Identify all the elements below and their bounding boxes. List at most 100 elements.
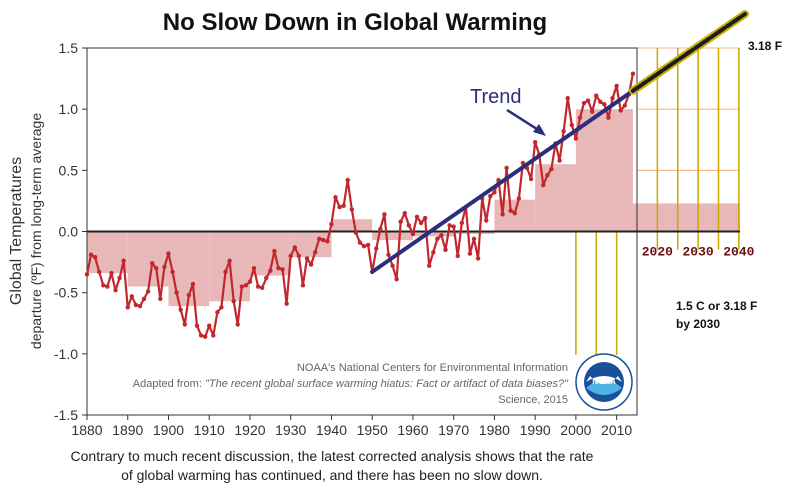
series-point — [154, 266, 159, 271]
series-point — [227, 258, 232, 264]
series-point — [145, 289, 151, 294]
series-point — [606, 115, 611, 120]
series-point — [137, 303, 143, 309]
credit-adapted-title: "The recent global surface warming hiatu… — [205, 378, 569, 390]
series-point — [357, 240, 363, 245]
series-point — [170, 269, 175, 275]
y-axis-subtitle: departure (ºF) from long-term average — [28, 113, 44, 349]
projection-line — [630, 12, 747, 93]
series-point — [467, 251, 473, 256]
series-point — [223, 269, 228, 275]
y-tick-label: -1.0 — [54, 346, 78, 362]
series-point — [341, 203, 346, 209]
series-point — [141, 296, 147, 301]
series-point — [451, 224, 456, 229]
series-point — [532, 139, 538, 145]
series-point — [247, 279, 253, 284]
series-point — [235, 322, 240, 327]
series-point — [431, 250, 436, 255]
series-point — [406, 223, 412, 228]
x-tick-label: 1970 — [438, 422, 469, 438]
series-point — [581, 100, 587, 106]
series-point — [594, 93, 599, 98]
series-point — [577, 115, 583, 120]
series-point — [231, 299, 236, 304]
series-point — [178, 307, 183, 312]
series-point — [390, 263, 395, 268]
trend-arrow-head — [533, 124, 546, 136]
series-point — [361, 243, 367, 249]
series-point — [561, 128, 566, 134]
series-point — [365, 242, 371, 248]
series-point — [125, 305, 130, 310]
series-point — [630, 71, 636, 76]
projection-end-label: 3.18 F — [748, 39, 782, 53]
future-year-label: 2040 — [723, 245, 754, 260]
series-point — [329, 221, 334, 227]
y-tick-label: -1.5 — [54, 407, 78, 423]
x-tick-label: 1910 — [194, 422, 225, 438]
decade-bar — [372, 231, 413, 241]
series-point — [353, 230, 359, 235]
series-point — [133, 302, 139, 308]
decade-bar — [331, 219, 373, 232]
series-point — [512, 210, 517, 216]
series-point — [549, 166, 554, 172]
series-point — [427, 263, 432, 268]
series-point — [374, 246, 379, 251]
series-point — [573, 136, 579, 141]
series-point — [308, 262, 314, 267]
series-point — [418, 220, 424, 226]
series-point — [614, 83, 619, 89]
series-point — [92, 254, 98, 260]
credit-line-2: Science, 2015 — [498, 394, 568, 406]
series-point — [414, 214, 420, 220]
series-point — [541, 182, 546, 188]
series-point — [325, 239, 330, 244]
series-point — [459, 220, 465, 226]
y-tick-label: 0.0 — [59, 224, 79, 240]
series-point — [239, 284, 245, 289]
series-point — [333, 195, 338, 200]
series-point — [569, 122, 575, 128]
decade-bar — [87, 231, 128, 274]
series-point — [259, 285, 265, 290]
series-point — [186, 292, 192, 298]
series-point — [84, 272, 90, 277]
projection-note-line-2: by 2030 — [676, 317, 720, 331]
series-point — [211, 333, 216, 338]
series-point — [109, 270, 114, 276]
series-point — [268, 268, 273, 273]
series-point — [508, 208, 513, 213]
x-tick-label: 1890 — [112, 422, 143, 438]
series-point — [386, 252, 391, 257]
series-point — [394, 277, 399, 282]
series-point — [166, 251, 171, 256]
x-tick-label: 1940 — [316, 422, 347, 438]
x-tick-label: 2010 — [601, 422, 632, 438]
future-year-label: 2030 — [683, 245, 714, 260]
series-point — [504, 165, 509, 171]
series-point — [598, 99, 603, 105]
x-tick-label: 2000 — [560, 422, 591, 438]
x-tick-label: 1900 — [153, 422, 184, 438]
series-point — [296, 253, 302, 259]
series-point — [202, 334, 208, 339]
x-tick-label: 1930 — [275, 422, 306, 438]
y-tick-label: 1.5 — [59, 40, 79, 56]
series-point — [255, 284, 261, 289]
series-point — [162, 264, 167, 270]
x-tick-label: 1960 — [397, 422, 428, 438]
y-tick-label: 1.0 — [59, 101, 79, 117]
future-year-label: 2020 — [642, 245, 673, 260]
caption-line-2: of global warming has continued, and the… — [121, 467, 543, 483]
series-point — [443, 247, 448, 253]
series-point — [101, 283, 106, 288]
series-point — [610, 95, 615, 101]
chart-title: No Slow Down in Global Warming — [163, 9, 547, 36]
series-point — [219, 305, 224, 310]
series-point — [158, 296, 163, 301]
decade-bar — [127, 231, 169, 287]
series-point — [105, 284, 110, 289]
series-point — [276, 266, 281, 271]
